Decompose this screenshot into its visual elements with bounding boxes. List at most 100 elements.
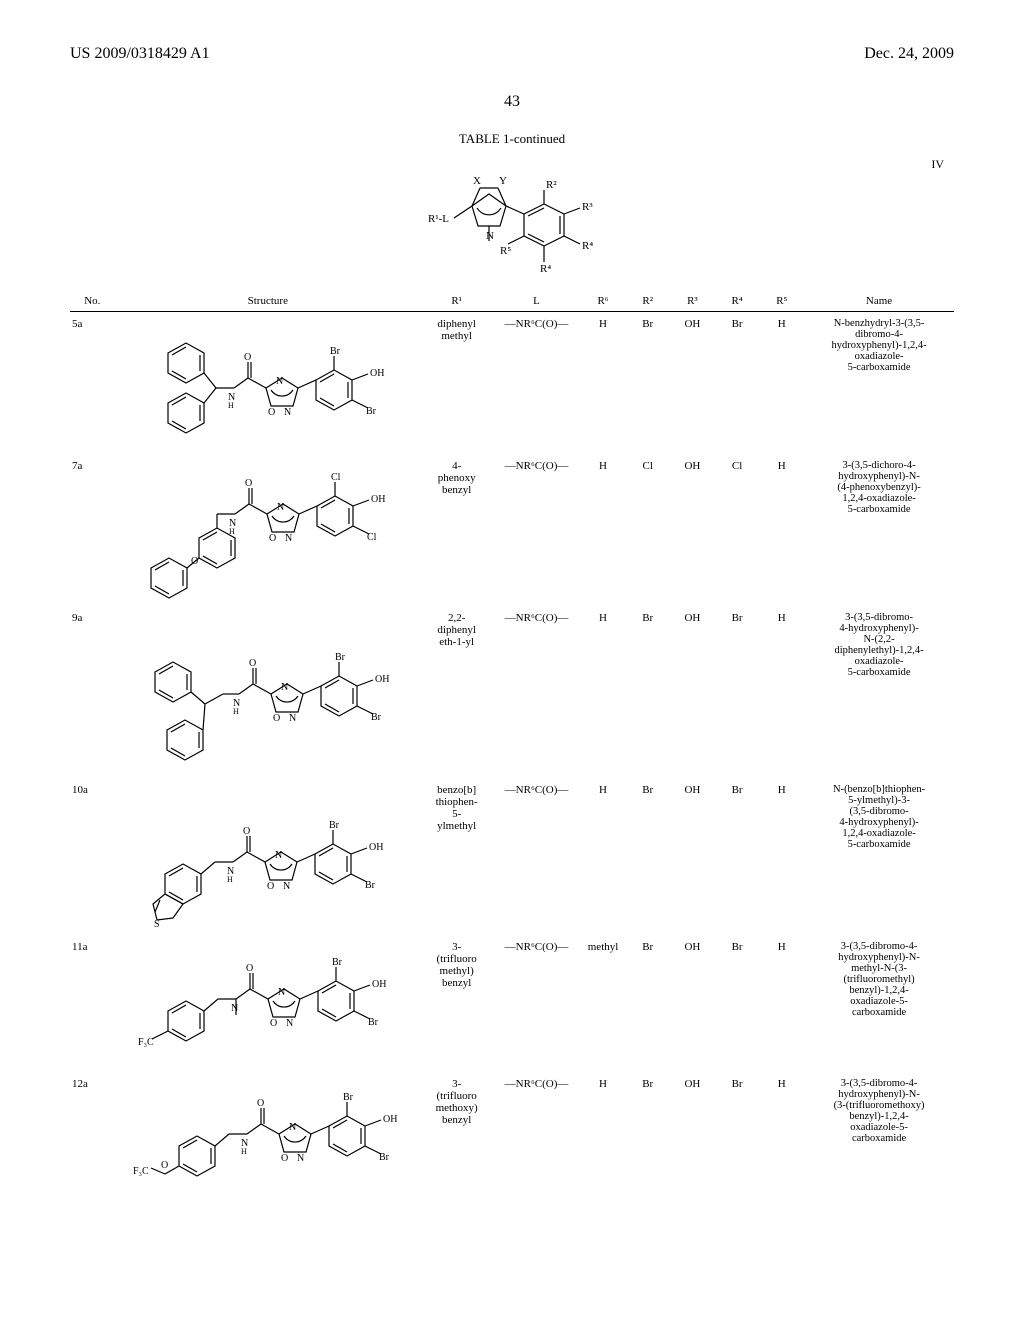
svg-text:Cl: Cl (367, 532, 377, 543)
svg-text:OH: OH (372, 979, 386, 990)
core-label-r4: R⁴ (582, 240, 593, 252)
core-structure: R¹-L X Y N R² R³ R⁴ R⁵ R⁴ (70, 166, 954, 281)
svg-text:N: N (281, 682, 288, 693)
svg-text:O: O (269, 533, 276, 544)
svg-text:H: H (229, 527, 235, 536)
svg-text:OH: OH (370, 368, 384, 379)
cell-name: N-benzhydryl-3-(3,5-dibromo-4-hydroxyphe… (804, 312, 954, 455)
cell-r2: Cl (625, 454, 670, 606)
col-r4: R⁴ (715, 291, 760, 312)
svg-text:N: N (285, 533, 292, 544)
cell-l: —NR⁶C(O)— (492, 778, 580, 935)
cell-r2: Br (625, 778, 670, 935)
cell-r1: diphenylmethyl (421, 312, 493, 455)
svg-text:N: N (231, 1003, 238, 1014)
cell-r1: 4-phenoxybenzyl (421, 454, 493, 606)
cell-r4: Br (715, 1072, 760, 1204)
compound-table: No. Structure R¹ L R⁶ R² R³ R⁴ R⁵ Name 5… (70, 291, 954, 1204)
svg-text:O: O (270, 1018, 277, 1029)
cell-r3: OH (670, 606, 715, 778)
svg-text:N: N (284, 407, 291, 418)
cell-r3: OH (670, 778, 715, 935)
cell-r3: OH (670, 1072, 715, 1204)
cell-no: 10a (70, 778, 115, 935)
col-r1: R¹ (421, 291, 493, 312)
svg-text:O: O (161, 1160, 168, 1171)
cell-no: 11a (70, 935, 115, 1072)
cell-no: 5a (70, 312, 115, 455)
patent-date: Dec. 24, 2009 (864, 45, 954, 63)
core-label-r1l: R¹-L (428, 213, 449, 225)
cell-r4: Br (715, 312, 760, 455)
cell-r5: H (759, 935, 804, 1072)
col-l: L (492, 291, 580, 312)
table-row: 9a NH O NON BrOHBr 2,2-diphenyleth-1-yl—… (70, 606, 954, 778)
cell-r1: 3-(trifluoromethoxy)benzyl (421, 1072, 493, 1204)
svg-text:O: O (191, 556, 198, 567)
svg-text:N: N (277, 502, 284, 513)
svg-text:O: O (243, 826, 250, 837)
cell-l: —NR⁶C(O)— (492, 1072, 580, 1204)
svg-text:N: N (283, 881, 290, 892)
cell-r2: Br (625, 1072, 670, 1204)
cell-r4: Br (715, 778, 760, 935)
cell-structure: F₃CO NH O NON BrOHBr (115, 1072, 421, 1204)
svg-text:Br: Br (332, 957, 343, 968)
svg-text:Br: Br (379, 1152, 390, 1163)
cell-structure: S NH O NON BrOHBr (115, 778, 421, 935)
core-label-r2: R² (546, 179, 557, 191)
cell-l: —NR⁶C(O)— (492, 312, 580, 455)
cell-structure: NH O NON BrOHBr (115, 606, 421, 778)
patent-number: US 2009/0318429 A1 (70, 45, 210, 63)
svg-text:N: N (276, 376, 283, 387)
svg-text:O: O (268, 407, 275, 418)
svg-text:O: O (245, 478, 252, 489)
svg-text:N: N (289, 713, 296, 724)
cell-r1: 2,2-diphenyleth-1-yl (421, 606, 493, 778)
svg-text:O: O (273, 713, 280, 724)
table-row: 5a NH O NON BrOHBr diphenylmethyl—NR⁶C(O… (70, 312, 954, 455)
table-row: 10a S NH O NON BrOHBr benzo[b]thiophen-5… (70, 778, 954, 935)
core-label-r4b: R⁴ (540, 263, 551, 275)
svg-text:S: S (154, 919, 160, 929)
svg-text:H: H (241, 1147, 247, 1156)
col-r3: R³ (670, 291, 715, 312)
cell-name: 3-(3,5-dibromo-4-hydroxyphenyl)-N-(3-(tr… (804, 1072, 954, 1204)
cell-r4: Br (715, 935, 760, 1072)
cell-r5: H (759, 778, 804, 935)
svg-text:O: O (281, 1153, 288, 1164)
cell-l: —NR⁶C(O)— (492, 454, 580, 606)
core-label-n: N (486, 230, 494, 242)
page-header: US 2009/0318429 A1 Dec. 24, 2009 (70, 45, 954, 63)
cell-r4: Cl (715, 454, 760, 606)
cell-r2: Br (625, 312, 670, 455)
table-body: 5a NH O NON BrOHBr diphenylmethyl—NR⁶C(O… (70, 312, 954, 1205)
svg-text:N: N (278, 987, 285, 998)
col-name: Name (804, 291, 954, 312)
col-r5: R⁵ (759, 291, 804, 312)
cell-structure: NH O NON BrOHBr (115, 312, 421, 455)
cell-r3: OH (670, 312, 715, 455)
svg-text:Cl: Cl (331, 472, 341, 483)
svg-text:O: O (244, 352, 251, 363)
cell-r4: Br (715, 606, 760, 778)
svg-text:H: H (227, 875, 233, 884)
cell-r2: Br (625, 606, 670, 778)
svg-text:OH: OH (383, 1114, 397, 1125)
cell-structure: F₃C N O NON BrOHBr (115, 935, 421, 1072)
page-number: 43 (70, 93, 954, 111)
cell-r5: H (759, 606, 804, 778)
cell-name: 3-(3,5-dibromo-4-hydroxyphenyl)-N-(2,2-d… (804, 606, 954, 778)
svg-text:Br: Br (368, 1017, 379, 1028)
cell-structure: O NH O NON ClOHCl (115, 454, 421, 606)
cell-r6: methyl (581, 935, 626, 1072)
svg-text:Br: Br (343, 1092, 354, 1103)
cell-r2: Br (625, 935, 670, 1072)
cell-no: 12a (70, 1072, 115, 1204)
svg-text:N: N (289, 1122, 296, 1133)
cell-name: N-(benzo[b]thiophen-5-ylmethyl)-3-(3,5-d… (804, 778, 954, 935)
cell-r6: H (581, 1072, 626, 1204)
cell-name: 3-(3,5-dichoro-4-hydroxyphenyl)-N-(4-phe… (804, 454, 954, 606)
col-r6: R⁶ (581, 291, 626, 312)
core-label-r3: R³ (582, 201, 593, 213)
